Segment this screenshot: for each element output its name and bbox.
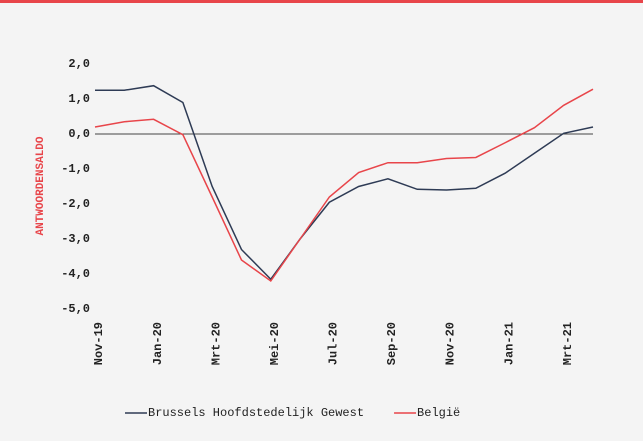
x-tick-label: Nov-19 <box>92 322 106 365</box>
series-line <box>94 88 594 283</box>
y-tick-label: 2,0 <box>68 57 90 71</box>
series-line <box>95 84 594 281</box>
y-tick-label: -2,0 <box>61 197 90 211</box>
x-tick-label: Jul-20 <box>327 322 341 365</box>
y-axis-label: ANTWOORDENSALDO <box>35 136 47 235</box>
legend-label: Brussels Hoofdstedelijk Gewest <box>148 406 364 420</box>
x-tick-label: Mrt-21 <box>561 322 575 365</box>
y-tick-label: -4,0 <box>61 267 90 281</box>
y-tick-label: -1,0 <box>61 162 90 176</box>
top-border <box>0 0 643 3</box>
x-tick-label: Mei-20 <box>268 322 282 365</box>
x-tick-label: Mrt-20 <box>209 322 223 365</box>
x-tick-label: Jan-21 <box>502 322 516 365</box>
x-tick-label: Nov-20 <box>444 322 458 365</box>
x-tick-label: Jan-20 <box>151 322 165 365</box>
legend-label: België <box>417 406 460 420</box>
y-tick-label: 1,0 <box>68 92 90 106</box>
y-tick-label: -3,0 <box>61 232 90 246</box>
y-tick-label: -5,0 <box>61 302 90 316</box>
y-tick-label: 0,0 <box>68 127 90 141</box>
x-tick-label: Sep-20 <box>385 322 399 365</box>
